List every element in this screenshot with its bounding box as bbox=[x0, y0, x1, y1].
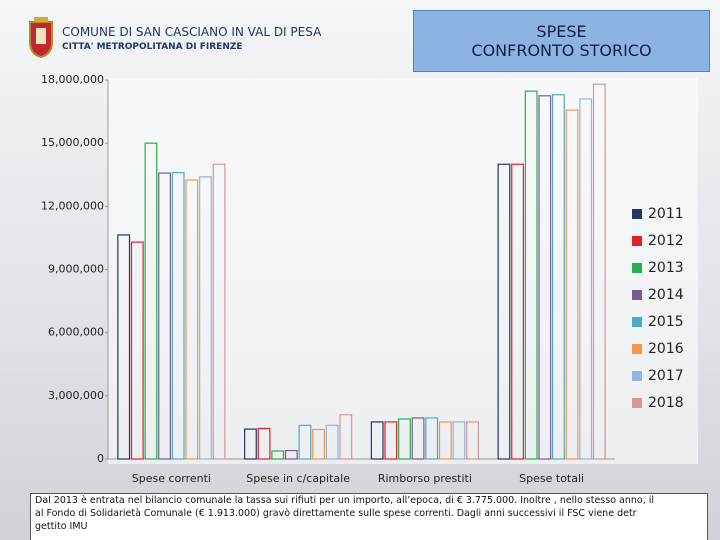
title-line: SPESE bbox=[536, 22, 587, 41]
legend-label: 2016 bbox=[648, 341, 684, 357]
y-tick-label: 0 bbox=[97, 452, 104, 465]
y-tick-label: 9,000,000 bbox=[48, 263, 104, 276]
legend-swatch bbox=[632, 263, 642, 273]
legend-swatch bbox=[632, 209, 642, 219]
legend-swatch bbox=[632, 317, 642, 327]
footnote: Dal 2013 è entrata nel bilancio comunale… bbox=[30, 493, 708, 540]
bar bbox=[244, 428, 257, 460]
bar bbox=[284, 449, 298, 460]
legend-swatch bbox=[632, 236, 642, 246]
bar bbox=[552, 94, 565, 460]
y-tick-label: 15,000,000 bbox=[41, 136, 104, 149]
bar bbox=[339, 414, 353, 460]
bar bbox=[257, 427, 271, 460]
y-tick-label: 12,000,000 bbox=[41, 199, 104, 212]
bar bbox=[524, 90, 538, 460]
bar bbox=[398, 418, 411, 460]
bar bbox=[298, 424, 312, 460]
legend-swatch bbox=[632, 371, 642, 381]
legend-swatch bbox=[632, 344, 642, 354]
bar bbox=[411, 417, 425, 460]
bar bbox=[212, 163, 226, 460]
bar bbox=[130, 241, 144, 460]
y-tick-label: 3,000,000 bbox=[48, 389, 104, 402]
bar bbox=[117, 234, 131, 460]
bar bbox=[158, 172, 171, 460]
header-title: COMUNE DI SAN CASCIANO IN VAL DI PESA bbox=[62, 25, 322, 39]
legend-label: 2011 bbox=[648, 206, 684, 222]
bar bbox=[497, 163, 511, 460]
bar bbox=[438, 421, 452, 460]
legend-swatch bbox=[632, 398, 642, 408]
bar bbox=[425, 417, 439, 460]
bar bbox=[452, 421, 466, 460]
title-line: CONFRONTO STORICO bbox=[471, 41, 652, 60]
legend-label: 2012 bbox=[648, 233, 684, 249]
footnote-line: gettito IMU bbox=[35, 521, 88, 532]
bar bbox=[538, 95, 552, 460]
bar bbox=[185, 179, 199, 460]
legend-label: 2018 bbox=[648, 395, 684, 411]
x-tick-label: Spese correnti bbox=[132, 472, 211, 485]
bar bbox=[171, 172, 185, 460]
x-tick-label: Rimborso prestiti bbox=[378, 472, 472, 485]
chart: 0 3,000,000 6,000,000 9,000,000 12,000,000 15… bbox=[41, 73, 698, 485]
bar bbox=[325, 424, 339, 460]
bar bbox=[384, 421, 398, 460]
bar bbox=[511, 163, 524, 460]
bar bbox=[312, 428, 325, 460]
legend-label: 2017 bbox=[648, 368, 684, 384]
x-tick-label: Spese totali bbox=[519, 472, 584, 485]
legend-label: 2015 bbox=[648, 314, 684, 330]
bar bbox=[199, 176, 212, 460]
legend-label: 2013 bbox=[648, 260, 684, 276]
footnote-line: al Fondo di Solidarietà Comunale (€ 1.91… bbox=[35, 508, 637, 519]
y-tick-label: 6,000,000 bbox=[48, 326, 104, 339]
y-tick-label: 18,000,000 bbox=[41, 73, 104, 86]
footnote-line: Dal 2013 è entrata nel bilancio comunale… bbox=[35, 495, 655, 506]
plot-area bbox=[108, 78, 698, 464]
bar bbox=[466, 421, 479, 460]
logo bbox=[29, 17, 53, 58]
bar bbox=[565, 109, 579, 460]
bar bbox=[271, 450, 285, 460]
bar bbox=[592, 83, 606, 460]
header-subtitle: CITTA' METROPOLITANA DI FIRENZE bbox=[62, 42, 243, 52]
bar bbox=[370, 421, 384, 460]
legend-label: 2014 bbox=[648, 287, 684, 303]
x-tick-label: Spese in c/capitale bbox=[246, 472, 350, 485]
bar bbox=[144, 142, 158, 460]
bar bbox=[579, 98, 593, 460]
legend-swatch bbox=[632, 290, 642, 300]
title-box: SPESE CONFRONTO STORICO bbox=[413, 10, 710, 72]
